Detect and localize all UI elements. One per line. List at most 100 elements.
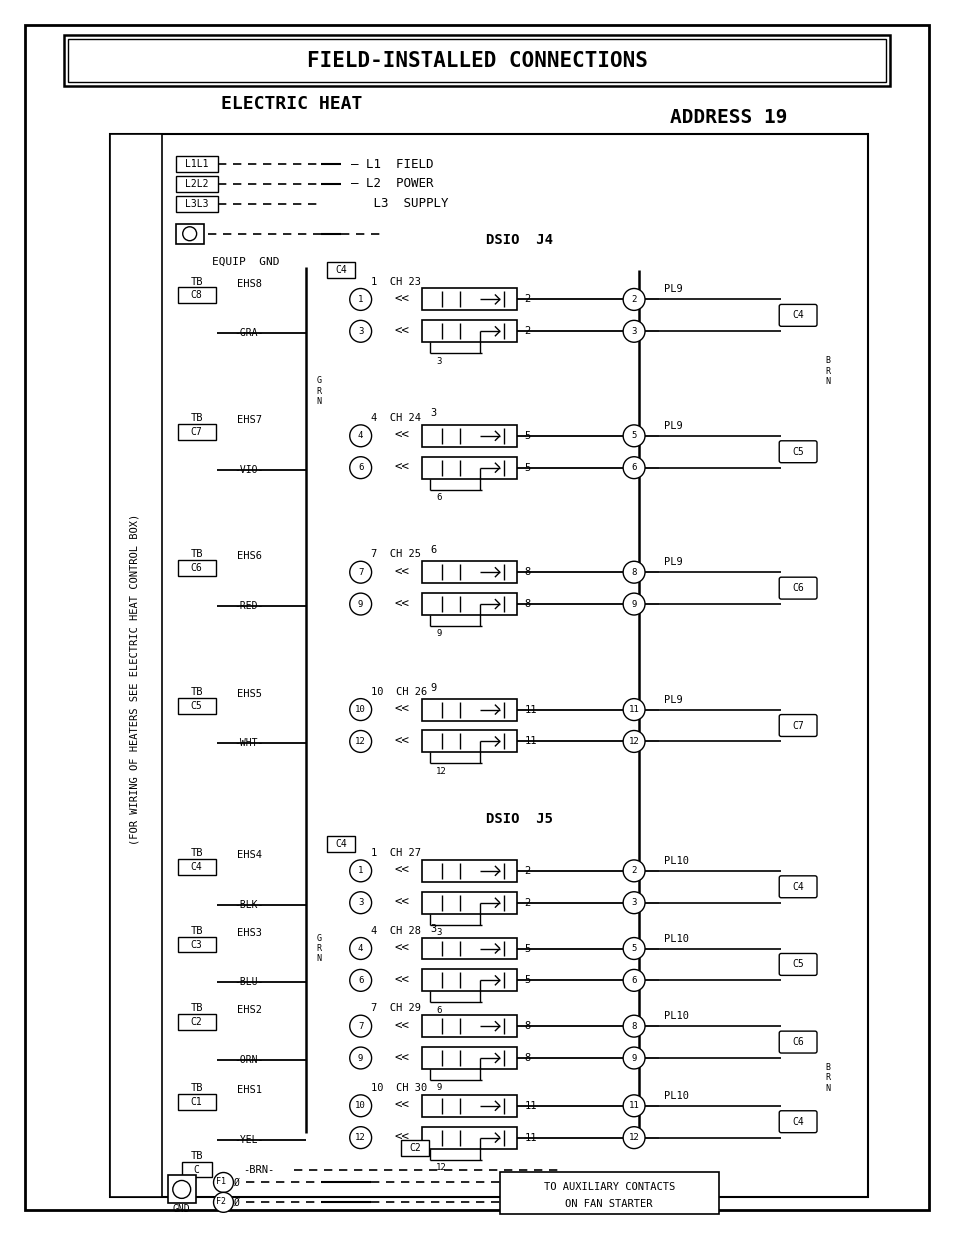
Bar	[177, 424, 215, 440]
Text: C7: C7	[791, 720, 803, 731]
Bar	[110, 135, 867, 1198]
Text: PL9: PL9	[663, 694, 682, 705]
Text: <<: <<	[395, 974, 410, 987]
Bar	[422, 561, 517, 583]
Text: PL10: PL10	[663, 934, 688, 944]
FancyBboxPatch shape	[779, 953, 816, 976]
Text: <<: <<	[395, 293, 410, 306]
Text: TB: TB	[191, 550, 203, 559]
Text: 6: 6	[436, 1005, 441, 1015]
Bar	[422, 1126, 517, 1149]
Bar	[401, 1140, 429, 1156]
Text: -VIO-: -VIO-	[234, 464, 264, 474]
Bar	[175, 224, 203, 243]
FancyBboxPatch shape	[779, 441, 816, 463]
Text: 5: 5	[631, 944, 636, 953]
Text: <<: <<	[395, 1131, 410, 1144]
Text: PL10: PL10	[663, 1091, 688, 1100]
Text: Ø: Ø	[233, 1198, 239, 1208]
Text: ELECTRIC HEAT: ELECTRIC HEAT	[221, 95, 362, 114]
Text: F2: F2	[216, 1197, 226, 1205]
Bar	[422, 1095, 517, 1116]
Circle shape	[622, 1015, 644, 1037]
Circle shape	[622, 1095, 644, 1116]
Text: -YEL-: -YEL-	[234, 1135, 264, 1145]
Circle shape	[213, 1172, 233, 1193]
Text: EHS2: EHS2	[236, 1005, 261, 1015]
Text: 9: 9	[436, 1083, 441, 1093]
Bar	[175, 177, 217, 191]
Bar	[422, 937, 517, 960]
Circle shape	[622, 289, 644, 310]
Text: C6: C6	[791, 583, 803, 593]
Bar	[177, 1014, 215, 1030]
Text: EHS4: EHS4	[236, 850, 261, 860]
Text: 11: 11	[628, 1102, 639, 1110]
Circle shape	[622, 425, 644, 447]
Text: PL9: PL9	[663, 421, 682, 431]
Bar	[177, 858, 215, 874]
Text: G
R
N: G R N	[316, 377, 321, 406]
Text: GND: GND	[172, 1204, 191, 1214]
Text: EQUIP  GND: EQUIP GND	[212, 257, 279, 267]
Text: EHS5: EHS5	[236, 689, 261, 699]
Circle shape	[622, 320, 644, 342]
Text: 3: 3	[436, 927, 441, 937]
Text: 12: 12	[628, 1134, 639, 1142]
Text: EHS8: EHS8	[236, 279, 261, 289]
Text: PL9: PL9	[663, 557, 682, 567]
Text: PL10: PL10	[663, 1011, 688, 1021]
Text: -GRA-: -GRA-	[234, 329, 264, 338]
Circle shape	[350, 457, 372, 479]
Text: TO AUXILIARY CONTACTS: TO AUXILIARY CONTACTS	[543, 1182, 674, 1193]
FancyBboxPatch shape	[779, 577, 816, 599]
Text: TB: TB	[191, 848, 203, 858]
Text: 7  CH 25: 7 CH 25	[370, 550, 420, 559]
Bar	[327, 836, 355, 852]
Text: DSIO  J5: DSIO J5	[486, 813, 553, 826]
Text: 12: 12	[436, 767, 447, 776]
Circle shape	[350, 320, 372, 342]
Text: 1  CH 23: 1 CH 23	[370, 277, 420, 287]
Text: C4: C4	[791, 1116, 803, 1126]
Bar	[175, 196, 217, 212]
Circle shape	[172, 1181, 191, 1198]
Text: 5: 5	[524, 944, 531, 953]
Text: ON FAN STARTER: ON FAN STARTER	[565, 1199, 652, 1209]
Text: <<: <<	[395, 325, 410, 338]
Bar	[422, 730, 517, 752]
Text: C6: C6	[791, 1037, 803, 1047]
Text: TB: TB	[191, 1151, 203, 1161]
Bar	[422, 425, 517, 447]
Text: 11: 11	[524, 1100, 537, 1110]
Bar	[177, 698, 215, 714]
Bar	[177, 1094, 215, 1110]
Text: B
R
N: B R N	[824, 356, 829, 387]
Bar	[422, 320, 517, 342]
Text: G
R
N: G R N	[316, 934, 321, 963]
Text: C4: C4	[335, 264, 346, 274]
Bar	[422, 289, 517, 310]
Text: 8: 8	[524, 1053, 531, 1063]
Text: TB: TB	[191, 277, 203, 287]
FancyBboxPatch shape	[779, 1031, 816, 1053]
Text: 9: 9	[631, 599, 636, 609]
Bar	[168, 1176, 195, 1203]
Text: 3: 3	[357, 898, 363, 908]
Text: 3: 3	[357, 327, 363, 336]
Text: B
R
N: B R N	[824, 1063, 829, 1093]
Text: TB: TB	[191, 1083, 203, 1093]
Circle shape	[622, 937, 644, 960]
Text: -RED-: -RED-	[234, 601, 264, 611]
FancyBboxPatch shape	[779, 304, 816, 326]
Text: C5: C5	[791, 447, 803, 457]
Text: TB: TB	[191, 925, 203, 936]
Text: 4: 4	[357, 431, 363, 441]
Circle shape	[350, 892, 372, 914]
Circle shape	[622, 593, 644, 615]
Circle shape	[622, 1126, 644, 1149]
Text: 9: 9	[357, 599, 363, 609]
Circle shape	[350, 1126, 372, 1149]
Text: 8: 8	[524, 1021, 531, 1031]
Text: PL9: PL9	[663, 284, 682, 294]
